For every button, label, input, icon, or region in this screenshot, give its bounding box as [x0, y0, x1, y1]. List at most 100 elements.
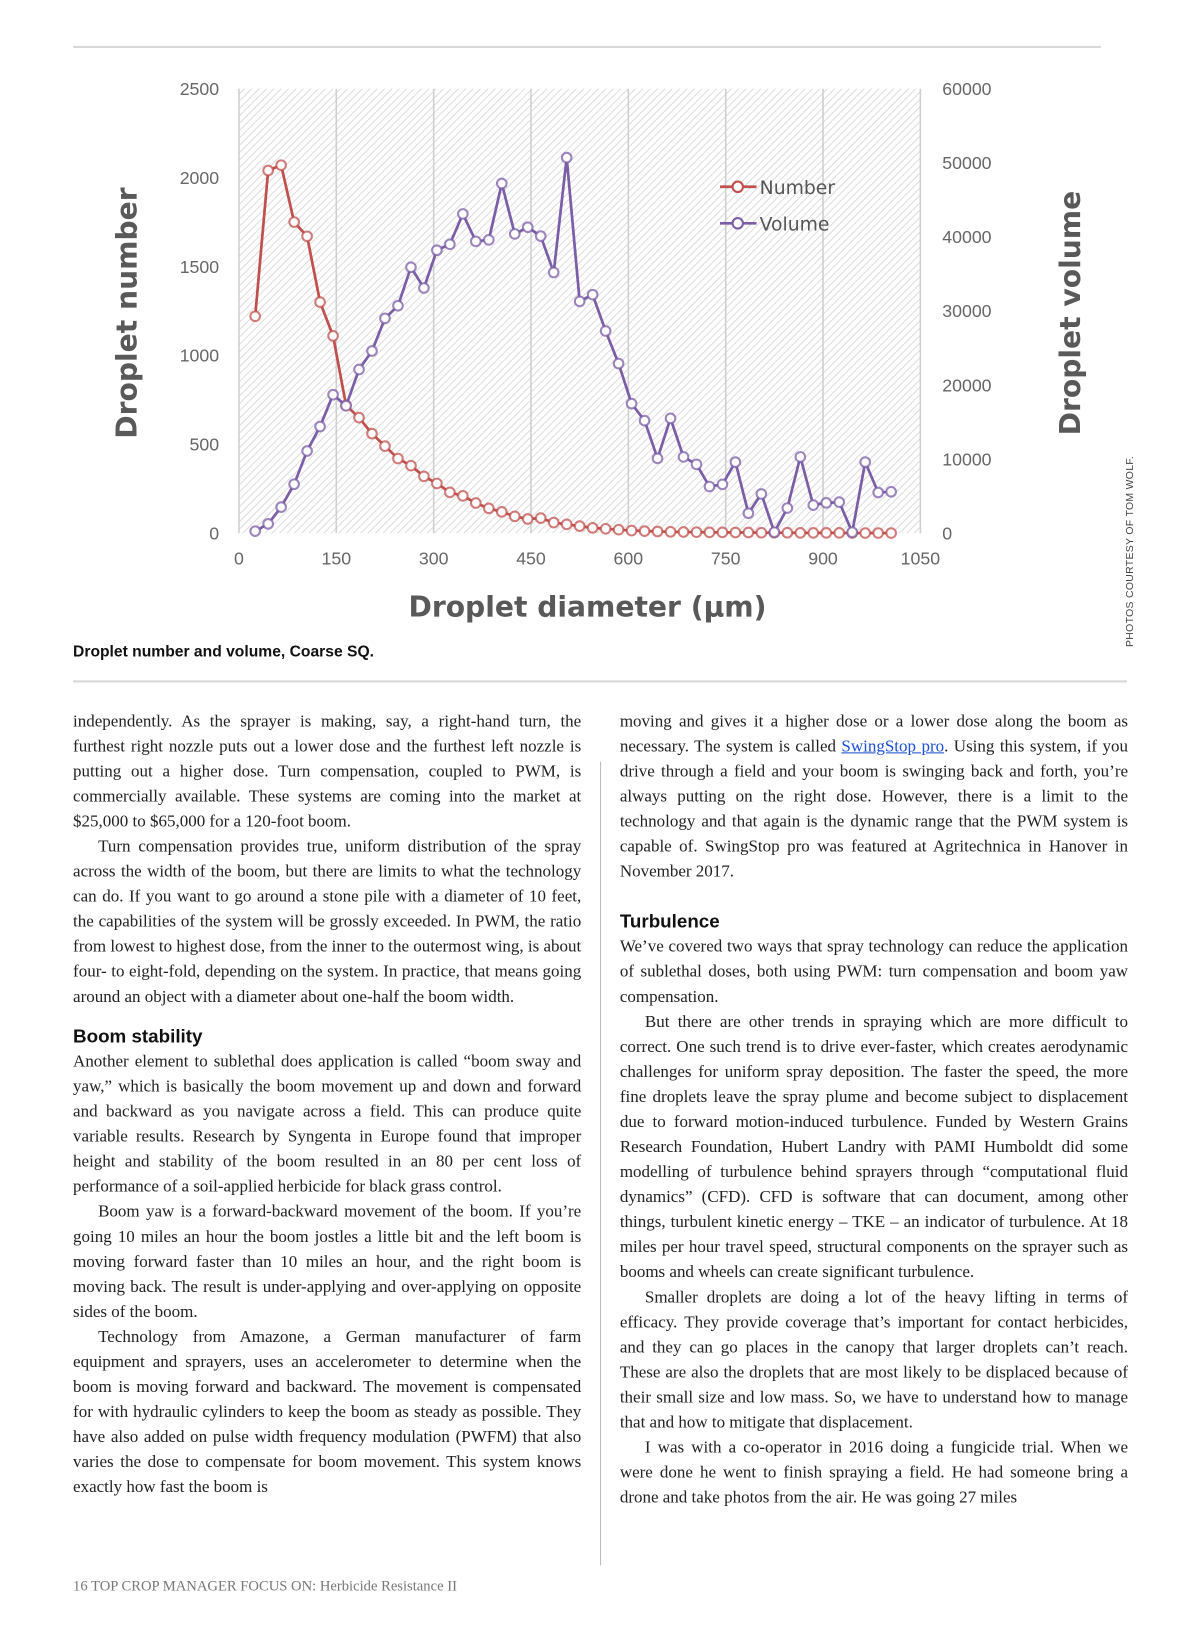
- y-tick-label: 0: [209, 523, 219, 543]
- data-point-number: [573, 520, 586, 532]
- legend-marker: [731, 217, 745, 230]
- data-point-number: [495, 506, 508, 518]
- paragraph: We’ve covered two ways that spray techno…: [619, 936, 1129, 1006]
- data-point-number: [677, 526, 690, 538]
- data-point-volume: [366, 345, 378, 357]
- data-point-volume: [729, 456, 742, 468]
- data-point-number: [859, 527, 872, 539]
- data-point-volume: [872, 486, 885, 499]
- data-point-volume: [690, 458, 703, 471]
- y2-tick-label: 50000: [942, 153, 991, 173]
- data-point-volume: [275, 501, 287, 513]
- data-point-number: [794, 527, 807, 539]
- y2-axis-title: Droplet volume: [1054, 191, 1087, 436]
- data-point-volume: [495, 177, 508, 190]
- data-point-volume: [651, 452, 664, 465]
- data-point-volume: [781, 502, 794, 514]
- paragraph: independently. As the sprayer is making,…: [73, 710, 582, 831]
- data-point-volume: [625, 397, 638, 410]
- data-point-volume: [742, 507, 755, 520]
- swingstop-link[interactable]: SwingStop pro: [841, 735, 945, 756]
- data-point-number: [469, 497, 482, 509]
- y2-tick-label: 0: [942, 523, 952, 543]
- paragraph: But there are other trends in spraying w…: [619, 1011, 1129, 1282]
- data-point-number: [651, 525, 664, 538]
- heading-boom-stability: Boom stability: [73, 1025, 203, 1047]
- data-point-number: [431, 477, 443, 490]
- data-point-volume: [573, 295, 586, 308]
- data-point-number: [262, 164, 275, 177]
- data-point-volume: [599, 325, 612, 337]
- data-point-volume: [418, 282, 430, 294]
- caption-rule: [73, 680, 1127, 683]
- data-point-volume: [547, 266, 560, 279]
- plot-area: [238, 88, 921, 534]
- y2-tick-label: 60000: [942, 79, 991, 99]
- heading-turbulence: Turbulence: [619, 910, 720, 932]
- data-point-volume: [353, 363, 365, 376]
- data-point-volume: [482, 233, 495, 246]
- data-point-number: [444, 486, 456, 499]
- legend-label: Volume: [760, 215, 830, 236]
- data-point-number: [716, 526, 729, 539]
- data-point-volume: [405, 261, 417, 274]
- data-point-volume: [288, 478, 300, 491]
- data-point-volume: [249, 525, 262, 537]
- data-point-number: [586, 522, 599, 534]
- x-tick-label: 1050: [901, 549, 941, 569]
- data-point-volume: [846, 526, 859, 539]
- text: . Using this system, if you drive throug…: [619, 735, 1129, 881]
- paragraph: Another element to sublethal does applic…: [73, 1050, 582, 1196]
- text: moving and gives it a higher dose or a l…: [619, 710, 1129, 756]
- data-point-volume: [612, 357, 625, 370]
- droplet-chart: 0 150 300 450 600 750 900 105005001000150020002…: [111, 79, 1087, 624]
- data-point-volume: [534, 230, 547, 242]
- y-tick-label: 500: [190, 435, 220, 455]
- data-point-number: [560, 518, 573, 531]
- data-point-number: [820, 527, 833, 539]
- data-point-volume: [716, 478, 729, 491]
- data-point-number: [508, 510, 521, 523]
- y-axis-title: Droplet number: [111, 187, 144, 438]
- paragraph: I was with a co-operator in 2016 doing a…: [619, 1436, 1129, 1507]
- data-point-volume: [521, 221, 534, 234]
- data-point-volume: [340, 399, 352, 412]
- paragraph: Technology from Amazone, a German manufa…: [73, 1326, 582, 1497]
- data-point-volume: [431, 244, 443, 257]
- data-point-volume: [379, 312, 391, 325]
- data-point-number: [418, 470, 430, 483]
- data-point-volume: [262, 517, 275, 530]
- y2-tick-label: 20000: [942, 375, 991, 395]
- data-point-number: [249, 310, 262, 323]
- data-point-number: [521, 513, 534, 525]
- right-column: moving and gives it a higher dose or a l…: [620, 709, 1128, 1510]
- data-point-number: [664, 525, 677, 538]
- left-column: independently. As the sprayer is making,…: [73, 709, 581, 1500]
- data-point-volume: [638, 414, 651, 427]
- data-point-number: [833, 527, 846, 539]
- data-point-number: [275, 159, 287, 172]
- x-axis-title: Droplet diameter (µm): [408, 591, 766, 624]
- page-footer: 16 TOP CROP MANAGER FOCUS ON: Herbicide …: [73, 1578, 457, 1595]
- paragraph: Smaller droplets are doing a lot of the …: [619, 1286, 1129, 1432]
- data-point-volume: [508, 228, 521, 240]
- data-point-volume: [314, 420, 326, 433]
- data-point-volume: [807, 499, 820, 511]
- chart-caption: Droplet number and volume, Coarse SQ.: [73, 642, 374, 661]
- data-point-number: [703, 526, 716, 539]
- data-point-volume: [677, 451, 690, 463]
- data-point-number: [690, 526, 703, 539]
- x-tick-label: 750: [711, 549, 741, 569]
- data-point-number: [327, 330, 339, 342]
- data-point-number: [353, 411, 365, 424]
- y-tick-label: 2000: [180, 168, 220, 188]
- y-tick-label: 2500: [180, 79, 220, 99]
- y-tick-label: 1500: [180, 257, 220, 277]
- x-tick-label: 150: [322, 549, 352, 569]
- data-point-volume: [469, 235, 482, 248]
- y-tick-label: 1000: [180, 346, 220, 366]
- paragraph: moving and gives it a higher dose or a l…: [620, 709, 1128, 884]
- data-point-number: [366, 427, 378, 440]
- data-point-number: [781, 526, 794, 539]
- data-point-volume: [703, 480, 716, 493]
